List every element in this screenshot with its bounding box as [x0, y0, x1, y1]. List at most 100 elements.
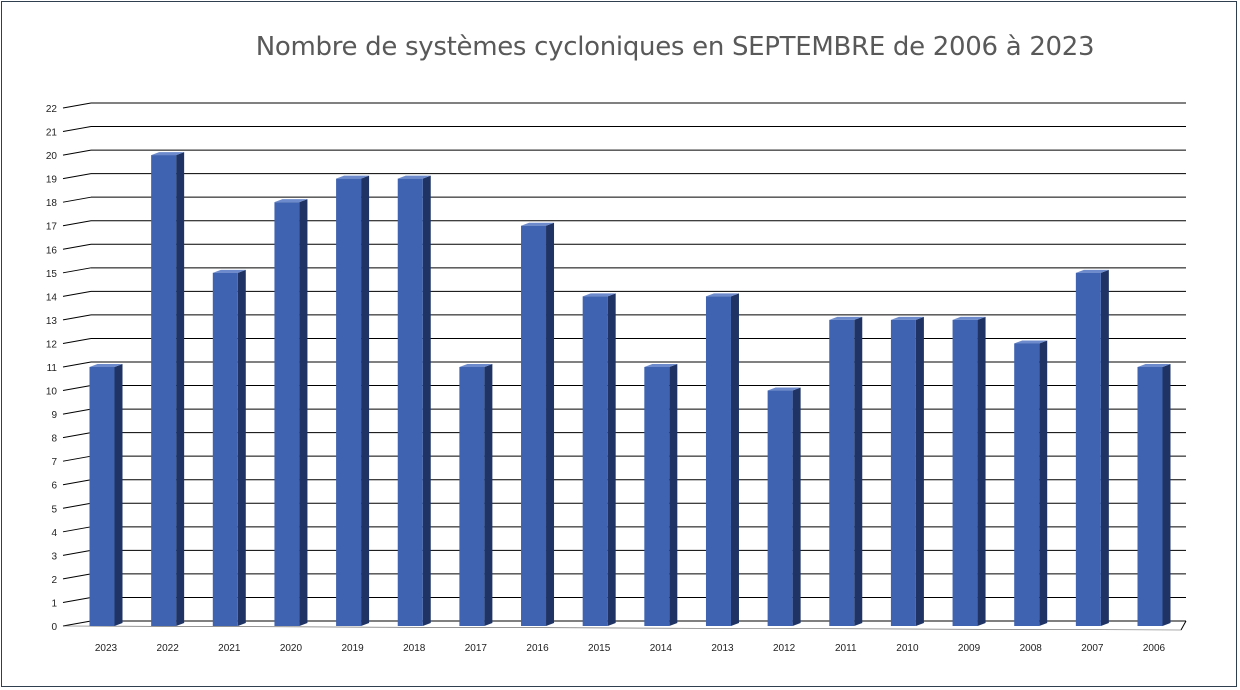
bar-side-face	[730, 293, 739, 626]
x-tick-label: 2013	[711, 643, 734, 654]
bar-front-face	[274, 202, 300, 626]
gridline-diagonal	[62, 337, 92, 344]
bar-top-face	[89, 364, 123, 367]
bar-top-face	[397, 175, 431, 179]
bar-side-face	[1100, 269, 1109, 626]
bar-2008	[1014, 340, 1048, 626]
bar-front-face	[829, 319, 855, 626]
bar-2021	[212, 269, 246, 626]
bar-front-face	[336, 178, 362, 627]
bar-top-face	[644, 364, 678, 367]
bar-top-face	[1075, 269, 1109, 273]
bar-top-face	[274, 199, 308, 203]
bar-front-face	[705, 296, 731, 626]
y-tick-label: 16	[46, 245, 58, 256]
x-tick-label: 2021	[218, 643, 241, 654]
bar-front-face	[582, 296, 608, 626]
y-tick-label: 1	[51, 598, 57, 609]
gridline-diagonal	[62, 361, 92, 368]
floor-edge	[1180, 620, 1187, 631]
y-tick-label: 7	[51, 457, 57, 468]
y-tick-label: 2	[51, 575, 57, 586]
gridline-diagonal	[62, 502, 92, 509]
bar-side-face	[176, 152, 185, 626]
y-tick-label: 0	[51, 622, 57, 633]
bar-top-face	[521, 222, 555, 226]
x-tick-label: 2020	[280, 643, 303, 654]
bar-top-face	[212, 269, 246, 273]
gridline-diagonal	[62, 290, 92, 297]
bar-2017	[459, 364, 493, 626]
bar-front-face	[952, 319, 978, 626]
bar-top-face	[705, 293, 739, 297]
gridline-diagonal	[62, 243, 92, 250]
x-tick-label: 2015	[588, 643, 611, 654]
x-tick-label: 2023	[95, 643, 118, 654]
bar-front-face	[397, 178, 423, 627]
gridline-diagonal	[62, 596, 92, 603]
x-axis-labels: 2023 2022 2021 2020 2019 2018 2017 2016 2015 2014…	[95, 643, 1166, 654]
y-tick-label: 9	[51, 410, 57, 421]
bar-2014	[644, 364, 678, 626]
x-tick-label: 2012	[773, 643, 796, 654]
gridline-diagonal	[62, 126, 92, 133]
x-tick-label: 2017	[465, 643, 488, 654]
x-tick-label: 2016	[526, 643, 549, 654]
gridline-diagonal	[62, 102, 92, 109]
y-tick-label: 10	[46, 387, 58, 398]
bar-side-face	[361, 175, 370, 627]
x-tick-label: 2009	[958, 643, 981, 654]
x-tick-label: 2014	[650, 643, 673, 654]
gridline-diagonal	[62, 220, 92, 227]
y-tick-label: 4	[51, 528, 57, 539]
bar-top-face	[829, 316, 863, 320]
x-tick-label: 2019	[341, 643, 364, 654]
y-tick-label: 20	[46, 151, 58, 162]
gridline-diagonal	[62, 573, 92, 580]
bar-2019	[336, 175, 370, 627]
gridline-diagonal	[62, 408, 92, 415]
bar-2018	[397, 175, 431, 627]
bar-2006	[1137, 364, 1171, 626]
y-tick-label: 17	[46, 222, 58, 233]
gridline-diagonal	[62, 526, 92, 533]
bar-front-face	[89, 367, 115, 626]
gridline-diagonal	[62, 549, 92, 556]
gridline-diagonal	[62, 267, 92, 274]
bar-side-face	[669, 364, 678, 626]
bar-side-face	[299, 199, 308, 626]
y-tick-label: 22	[46, 104, 58, 115]
bar-2013	[705, 293, 739, 626]
bar-front-face	[1014, 343, 1040, 626]
chart-title: Nombre de systèmes cycloniques en SEPTEM…	[255, 32, 1095, 62]
bar-top-face	[151, 152, 185, 156]
gridline-diagonal	[62, 196, 92, 203]
bar-top-face	[459, 364, 493, 367]
y-tick-label: 6	[51, 481, 57, 492]
y-tick-label: 13	[46, 316, 58, 327]
y-tick-label: 5	[51, 504, 57, 515]
bar-side-face	[977, 316, 986, 626]
gridline-diagonal	[62, 620, 92, 627]
floor-front-edge	[62, 625, 1182, 631]
y-tick-label: 12	[46, 339, 58, 350]
bar-side-face	[792, 387, 801, 626]
bar-top-face	[1137, 364, 1171, 367]
y-tick-label: 8	[51, 434, 57, 445]
bar-side-face	[1039, 340, 1048, 626]
bar-2023	[89, 364, 123, 626]
bar-front-face	[521, 225, 547, 626]
gridline-diagonal	[62, 314, 92, 321]
bar-front-face	[890, 319, 916, 626]
bar-2016	[521, 222, 555, 626]
gridline-diagonal	[62, 149, 92, 156]
bar-side-face	[237, 269, 246, 626]
y-tick-label: 11	[47, 363, 58, 374]
x-tick-label: 2006	[1143, 643, 1166, 654]
bar-top-face	[1014, 340, 1048, 344]
bar-2012	[767, 387, 801, 626]
gridline-diagonal	[62, 173, 92, 180]
bar-side-face	[854, 316, 863, 626]
bar-top-face	[582, 293, 616, 297]
